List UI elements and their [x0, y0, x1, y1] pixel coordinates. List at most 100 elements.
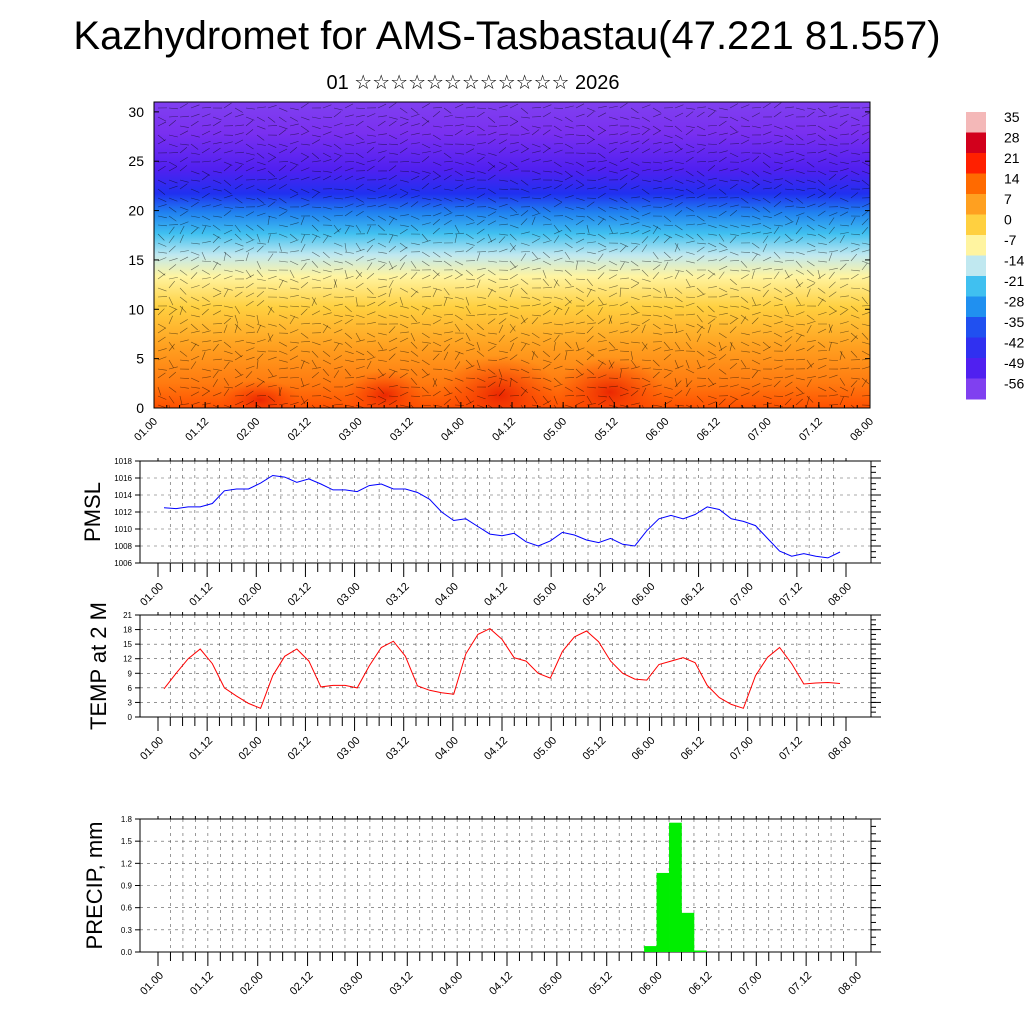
- wind-barb: [696, 143, 706, 146]
- colorbar-label: 35: [1004, 109, 1020, 125]
- wind-barb: [575, 373, 585, 379]
- wind-barb: [443, 386, 451, 394]
- wind-barb: [410, 152, 420, 155]
- wind-barb: [586, 125, 595, 132]
- wind-barb: [201, 376, 211, 379]
- precip-y-tick-label: 0.6: [121, 904, 133, 913]
- wind-barb: [289, 314, 299, 319]
- wind-barb: [564, 195, 574, 199]
- wind-barb: [443, 124, 453, 127]
- wind-barb: [762, 224, 772, 230]
- wind-barb: [322, 377, 332, 383]
- wind-barb: [300, 322, 310, 325]
- wind-barb: [509, 142, 519, 145]
- wind-barb: [344, 114, 354, 118]
- wind-barb: [344, 175, 354, 181]
- wind-barb: [652, 224, 662, 230]
- wind-barb: [608, 170, 618, 174]
- wind-barb: [718, 265, 728, 271]
- wind-barb: [476, 187, 486, 190]
- wind-barb: [509, 314, 519, 319]
- wind-barb: [190, 272, 198, 280]
- wind-barb: [674, 296, 683, 303]
- wind-barb: [377, 264, 386, 271]
- precip-x-tick-label: 01.00: [138, 970, 166, 998]
- wind-barb: [399, 262, 405, 271]
- wind-barb: [619, 215, 629, 221]
- wind-barb: [300, 143, 310, 146]
- wind-barb: [388, 400, 397, 406]
- wind-barb: [861, 226, 869, 235]
- wind-barb: [333, 251, 343, 256]
- wind-barb: [839, 396, 844, 406]
- wind-barb: [201, 224, 211, 227]
- wind-barb: [190, 104, 200, 109]
- wind-barb: [707, 272, 715, 280]
- wind-barb: [355, 107, 365, 110]
- wind-barb: [333, 403, 343, 406]
- wind-barb: [619, 392, 629, 397]
- wind-barb: [355, 350, 365, 356]
- wind-barb: [828, 192, 837, 199]
- wind-barb: [674, 269, 684, 272]
- wind-barb: [201, 140, 211, 145]
- wind-barb: [410, 368, 418, 376]
- wind-barb: [861, 170, 870, 175]
- wind-barb: [399, 130, 409, 136]
- wind-barb: [487, 305, 497, 310]
- wind-barb: [344, 242, 347, 252]
- wind-barb: [344, 132, 354, 136]
- wind-barb: [696, 333, 702, 343]
- wind-barb: [399, 359, 409, 362]
- colorbar-label: 0: [1004, 212, 1012, 228]
- precip-x-tick-label: 06.12: [687, 970, 715, 998]
- wind-barb: [784, 293, 794, 298]
- wind-barb: [366, 360, 372, 370]
- wind-barb: [531, 314, 541, 317]
- wind-barb: [696, 359, 701, 369]
- wind-barb: [520, 196, 530, 199]
- wind-barb: [586, 376, 596, 379]
- wind-barb: [344, 404, 354, 408]
- wind-barb: [157, 257, 167, 262]
- wind-barb: [509, 288, 514, 298]
- heatmap-hot-spot: [440, 355, 560, 408]
- wind-barb: [784, 158, 794, 163]
- wind-barb: [652, 314, 662, 317]
- wind-barb: [795, 260, 803, 268]
- wind-barb: [674, 380, 682, 388]
- wind-barb: [322, 206, 332, 210]
- wind-barb: [223, 179, 232, 186]
- wind-barb: [399, 350, 409, 353]
- wind-barb: [729, 204, 739, 208]
- wind-barb: [751, 170, 760, 177]
- wind-barb: [432, 197, 442, 201]
- wind-barb: [498, 260, 508, 263]
- wind-barb: [245, 331, 255, 334]
- wind-barb: [344, 224, 354, 227]
- wind-barb: [652, 393, 662, 397]
- wind-barb: [498, 296, 508, 301]
- wind-barb: [817, 273, 826, 280]
- wind-barb: [168, 280, 175, 289]
- wind-barb: [256, 360, 259, 370]
- wind-barb: [718, 354, 727, 361]
- wind-barb: [828, 250, 838, 253]
- wind-barb: [487, 318, 496, 325]
- wind-barb: [663, 203, 673, 208]
- wind-barb: [531, 303, 541, 307]
- wind-barb: [773, 314, 783, 319]
- wind-barb: [377, 120, 386, 127]
- wind-barb: [278, 233, 288, 238]
- wind-barb: [685, 285, 695, 289]
- wind-barb: [410, 332, 416, 342]
- wind-barb: [267, 356, 277, 361]
- wind-barb: [190, 341, 200, 347]
- wind-barb: [487, 404, 494, 408]
- wind-barb: [696, 147, 705, 154]
- wind-barb: [828, 341, 838, 344]
- wind-barb: [289, 239, 299, 244]
- heatmap-hot-spot: [555, 357, 665, 408]
- wind-barb: [718, 305, 728, 309]
- wind-barb: [201, 192, 210, 199]
